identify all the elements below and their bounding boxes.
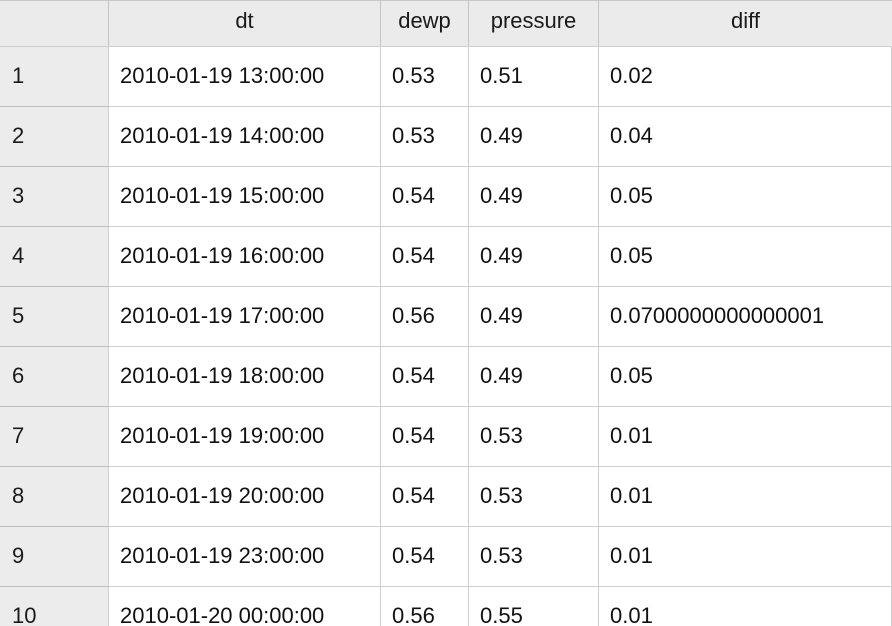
cell-pressure[interactable]: 0.49 [469, 107, 599, 167]
cell-dt[interactable]: 2010-01-19 16:00:00 [109, 227, 381, 287]
header-index[interactable] [0, 1, 109, 46]
row-index: 6 [0, 347, 109, 407]
cell-diff[interactable]: 0.01 [599, 407, 892, 467]
cell-diff[interactable]: 0.05 [599, 347, 892, 407]
cell-dt[interactable]: 2010-01-19 19:00:00 [109, 407, 381, 467]
cell-pressure[interactable]: 0.53 [469, 527, 599, 587]
cell-dt[interactable]: 2010-01-20 00:00:00 [109, 587, 381, 626]
cell-diff[interactable]: 0.05 [599, 227, 892, 287]
cell-pressure[interactable]: 0.51 [469, 47, 599, 107]
cell-dewp[interactable]: 0.54 [381, 347, 469, 407]
table-row[interactable]: 3 2010-01-19 15:00:00 0.54 0.49 0.05 [0, 167, 892, 227]
row-index: 2 [0, 107, 109, 167]
table-row[interactable]: 6 2010-01-19 18:00:00 0.54 0.49 0.05 [0, 347, 892, 407]
row-index: 4 [0, 227, 109, 287]
cell-dt[interactable]: 2010-01-19 17:00:00 [109, 287, 381, 347]
cell-diff[interactable]: 0.01 [599, 587, 892, 626]
cell-pressure[interactable]: 0.49 [469, 287, 599, 347]
cell-dewp[interactable]: 0.56 [381, 587, 469, 626]
cell-dewp[interactable]: 0.53 [381, 47, 469, 107]
cell-pressure[interactable]: 0.53 [469, 407, 599, 467]
table-header: dt dewp pressure diff [0, 1, 892, 47]
cell-dewp[interactable]: 0.56 [381, 287, 469, 347]
cell-pressure[interactable]: 0.49 [469, 167, 599, 227]
cell-dewp[interactable]: 0.54 [381, 167, 469, 227]
table-row[interactable]: 10 2010-01-20 00:00:00 0.56 0.55 0.01 [0, 587, 892, 626]
cell-dt[interactable]: 2010-01-19 13:00:00 [109, 47, 381, 107]
header-pressure[interactable]: pressure [469, 1, 599, 46]
row-index: 1 [0, 47, 109, 107]
cell-diff[interactable]: 0.05 [599, 167, 892, 227]
row-index: 10 [0, 587, 109, 626]
table-row[interactable]: 7 2010-01-19 19:00:00 0.54 0.53 0.01 [0, 407, 892, 467]
cell-diff[interactable]: 0.0700000000000001 [599, 287, 892, 347]
row-index: 9 [0, 527, 109, 587]
cell-diff[interactable]: 0.01 [599, 467, 892, 527]
table-row[interactable]: 8 2010-01-19 20:00:00 0.54 0.53 0.01 [0, 467, 892, 527]
row-index: 3 [0, 167, 109, 227]
cell-dewp[interactable]: 0.54 [381, 407, 469, 467]
cell-dewp[interactable]: 0.53 [381, 107, 469, 167]
table-row[interactable]: 2 2010-01-19 14:00:00 0.53 0.49 0.04 [0, 107, 892, 167]
header-dt[interactable]: dt [109, 1, 381, 46]
table-row[interactable]: 1 2010-01-19 13:00:00 0.53 0.51 0.02 [0, 47, 892, 107]
cell-dewp[interactable]: 0.54 [381, 467, 469, 527]
cell-dewp[interactable]: 0.54 [381, 527, 469, 587]
cell-pressure[interactable]: 0.49 [469, 227, 599, 287]
row-index: 8 [0, 467, 109, 527]
cell-dewp[interactable]: 0.54 [381, 227, 469, 287]
header-dewp[interactable]: dewp [381, 1, 469, 46]
cell-pressure[interactable]: 0.49 [469, 347, 599, 407]
cell-dt[interactable]: 2010-01-19 20:00:00 [109, 467, 381, 527]
row-index: 7 [0, 407, 109, 467]
cell-pressure[interactable]: 0.55 [469, 587, 599, 626]
cell-diff[interactable]: 0.04 [599, 107, 892, 167]
row-index: 5 [0, 287, 109, 347]
header-diff[interactable]: diff [731, 8, 760, 33]
cell-dt[interactable]: 2010-01-19 14:00:00 [109, 107, 381, 167]
table-body: 1 2010-01-19 13:00:00 0.53 0.51 0.02 2 2… [0, 47, 892, 626]
table-row[interactable]: 9 2010-01-19 23:00:00 0.54 0.53 0.01 [0, 527, 892, 587]
cell-diff[interactable]: 0.01 [599, 527, 892, 587]
cell-dt[interactable]: 2010-01-19 15:00:00 [109, 167, 381, 227]
cell-diff[interactable]: 0.02 [599, 47, 892, 107]
table-row[interactable]: 5 2010-01-19 17:00:00 0.56 0.49 0.070000… [0, 287, 892, 347]
cell-dt[interactable]: 2010-01-19 23:00:00 [109, 527, 381, 587]
table-row[interactable]: 4 2010-01-19 16:00:00 0.54 0.49 0.05 [0, 227, 892, 287]
cell-pressure[interactable]: 0.53 [469, 467, 599, 527]
cell-dt[interactable]: 2010-01-19 18:00:00 [109, 347, 381, 407]
